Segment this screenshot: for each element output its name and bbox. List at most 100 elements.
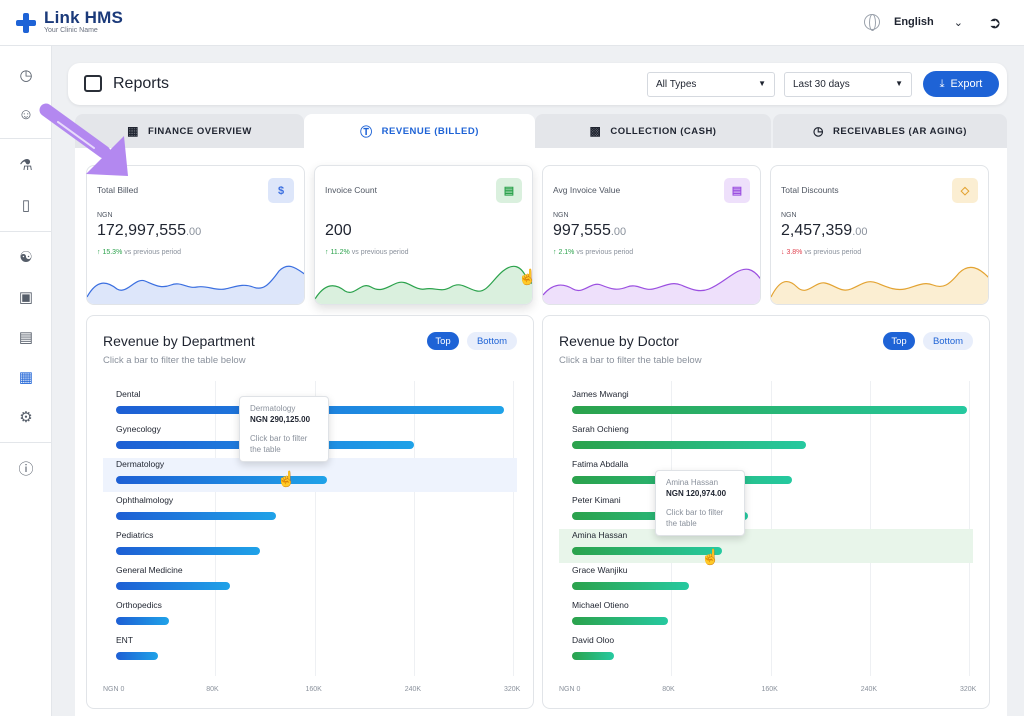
kpi-card-invoice-count[interactable]: Invoice Count ▤ 200 ↑ 11.2% vs previous … xyxy=(314,165,533,305)
date-range-select[interactable]: Last 30 days ▼ xyxy=(784,72,912,97)
bar-ent[interactable] xyxy=(116,652,159,661)
bar-tooltip: Amina Hassan NGN 120,974.00 Click bar to… xyxy=(655,470,745,536)
reports-icon[interactable]: ▦ xyxy=(18,369,34,386)
app-logo[interactable]: Link HMS Your Clinic Name xyxy=(16,8,124,35)
pointer-hand-icon: ☝ xyxy=(518,269,537,286)
flask-icon[interactable]: ⚗ xyxy=(19,157,33,174)
gridline xyxy=(513,381,514,676)
x-tick-label: NGN 0 xyxy=(559,686,581,693)
reports-icon xyxy=(84,75,102,92)
kpi-value: 2,457,359.00 xyxy=(781,222,868,239)
clock-icon[interactable]: ◷ xyxy=(19,67,33,84)
tab-label: FINANCE OVERVIEW xyxy=(147,125,252,137)
logout-icon[interactable]: ➲ xyxy=(988,15,1002,32)
gridline xyxy=(413,381,415,676)
gridline xyxy=(314,381,316,676)
tab-receivables[interactable]: ◷ RECEIVABLES (AR AGING) xyxy=(773,114,1007,148)
tab-label: RECEIVABLES (AR AGING) xyxy=(833,125,967,137)
x-tick-label: 320K xyxy=(960,686,977,693)
page-title: Reports xyxy=(113,75,170,92)
tab-revenue-billed[interactable]: Ⓣ REVENUE (BILLED) xyxy=(304,114,535,148)
bar-dermatology[interactable] xyxy=(116,476,327,485)
bar-orthopedics[interactable] xyxy=(116,617,170,626)
kpi-card-avg-invoice[interactable]: Avg Invoice Value ▤ NGN 997,555.00 ↑ 2.1… xyxy=(542,165,761,305)
bar-david-oloo[interactable] xyxy=(572,652,615,661)
bar-sarah-ochieng[interactable] xyxy=(572,441,807,450)
kpi-sparkline xyxy=(315,265,532,304)
document-icon[interactable]: ▤ xyxy=(18,329,34,346)
help-icon[interactable]: ⓘ xyxy=(18,460,34,478)
bar-amina-hassan[interactable] xyxy=(572,546,723,555)
invoice-icon: ▤ xyxy=(724,178,750,203)
row-highlight xyxy=(103,458,517,493)
tab-label: REVENUE (BILLED) xyxy=(381,125,479,137)
globe-icon xyxy=(864,14,880,31)
bottle-icon[interactable]: ▯ xyxy=(21,197,31,214)
date-range-value: Last 30 days xyxy=(793,79,850,90)
toggle-bottom[interactable]: Bottom xyxy=(923,332,973,350)
bar-label: James Mwangi xyxy=(572,389,629,399)
tab-collection-cash[interactable]: ▩ COLLECTION (CASH) xyxy=(535,114,771,148)
grid-icon: ▦ xyxy=(127,124,139,138)
revenue-by-doctor-panel: Revenue by Doctor Click a bar to filter … xyxy=(542,315,990,709)
caret-down-icon: ▼ xyxy=(758,79,766,88)
kpi-delta: ↑ 11.2% vs previous period xyxy=(325,249,409,256)
bar-label: Sarah Ochieng xyxy=(572,424,629,435)
type-select[interactable]: All Types ▼ xyxy=(647,72,775,97)
kpi-currency: NGN xyxy=(97,212,113,219)
language-selector[interactable]: English ⌄ xyxy=(864,14,963,31)
users-icon[interactable]: ☯ xyxy=(19,249,33,266)
bar-label: Dermatology xyxy=(116,459,165,470)
tag-icon: ◇ xyxy=(952,178,978,203)
download-icon: ⤓ xyxy=(939,77,945,90)
kpi-sparkline xyxy=(543,268,760,304)
kpi-card-total-discounts[interactable]: Total Discounts ◇ NGN 2,457,359.00 ↓ 3.8… xyxy=(770,165,989,305)
x-tick-label: 320K xyxy=(504,686,521,693)
x-tick-label: 240K xyxy=(860,686,878,693)
cash-icon: ▩ xyxy=(589,124,602,138)
tab-label: COLLECTION (CASH) xyxy=(610,125,717,137)
kpi-label: Total Discounts xyxy=(781,185,839,195)
bar-grace-wanjiku[interactable] xyxy=(572,582,689,590)
bar-ophthalmology[interactable] xyxy=(116,511,277,520)
export-button[interactable]: ⤓ Export xyxy=(923,71,999,97)
app-name: Link HMS xyxy=(44,8,124,27)
bar-pediatrics[interactable] xyxy=(116,546,260,555)
tab-finance-overview[interactable]: ▦ FINANCE OVERVIEW xyxy=(75,114,304,148)
export-label: Export xyxy=(950,78,983,90)
kpi-delta: ↑ 2.1% vs previous period xyxy=(553,249,634,256)
bar-james-mwangi[interactable] xyxy=(572,406,967,414)
panel-subtitle: Click a bar to filter the table below xyxy=(559,355,702,366)
bar-michael-otieno[interactable] xyxy=(572,617,668,626)
x-tick-label: NGN 0 xyxy=(103,686,125,693)
gridline xyxy=(770,381,772,676)
kpi-card-total-billed[interactable]: Total Billed $ NGN 172,997,555.00 ↑ 15.3… xyxy=(86,165,305,305)
kpi-label: Invoice Count xyxy=(325,185,377,195)
kpi-currency: NGN xyxy=(553,212,569,219)
caret-down-icon: ▼ xyxy=(895,79,903,88)
bar-label: Ophthalmology xyxy=(116,494,174,505)
bar-general-medicine[interactable] xyxy=(116,582,231,590)
toggle-top[interactable]: Top xyxy=(883,332,915,350)
toggle-bottom[interactable]: Bottom xyxy=(467,332,517,350)
clock-icon: ◷ xyxy=(813,124,824,138)
panel-subtitle: Click a bar to filter the table below xyxy=(103,355,246,366)
kpi-value: 172,997,555.00 xyxy=(97,222,202,239)
bar-label: Dental xyxy=(116,389,141,399)
x-tick-label: 160K xyxy=(305,686,322,693)
revenue-by-department-panel: Revenue by Department Click a bar to fil… xyxy=(86,315,534,709)
bar-label: ENT xyxy=(116,635,133,646)
language-label: English xyxy=(894,16,934,28)
monitor-icon[interactable]: ▣ xyxy=(18,289,34,306)
kpi-value: 997,555.00 xyxy=(553,222,627,239)
kpi-label: Total Billed xyxy=(97,185,139,195)
bar-label: Pediatrics xyxy=(116,529,154,540)
user-icon[interactable]: ☺ xyxy=(18,105,34,123)
kpi-label: Avg Invoice Value xyxy=(553,185,621,195)
settings-icon[interactable]: ⚙ xyxy=(19,409,33,426)
x-tick-label: 240K xyxy=(404,686,422,693)
chevron-down-icon: ⌄ xyxy=(953,16,963,29)
bar-label: Grace Wanjiku xyxy=(572,565,628,575)
toggle-top[interactable]: Top xyxy=(427,332,459,350)
tooltip-hint: Click bar to filter the table xyxy=(250,434,308,454)
